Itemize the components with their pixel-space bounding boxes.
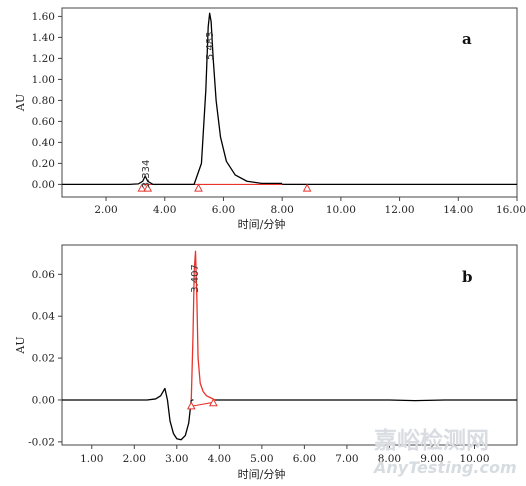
- x-tick-label: 10.00: [459, 453, 489, 465]
- chart-panel-b: -0.02 0.00 0.02 0.04 0.06 1.00 2.00 3.00 4.00 5.0…: [14, 244, 518, 481]
- y-axis-label: AU: [14, 336, 27, 354]
- y-tick-label: 1.20: [32, 53, 55, 65]
- y-tick-label: 0.00: [32, 179, 55, 191]
- integration-mark: [302, 183, 312, 192]
- y-tick-label: 0.04: [32, 311, 56, 323]
- x-tick-label: 2.00: [94, 204, 117, 216]
- y-axis-label: AU: [14, 94, 27, 112]
- x-tick-label: 1.00: [80, 453, 103, 465]
- integration-mark: [137, 183, 147, 192]
- x-axis-label: 时间/分钟: [238, 217, 286, 231]
- y-tick-label: -0.02: [28, 436, 55, 448]
- x-tick-label: 12.00: [385, 204, 415, 216]
- integration-mark: [194, 183, 203, 192]
- y-tick-label: 0.40: [32, 137, 55, 149]
- chromatogram-trace-1: [62, 12, 283, 186]
- peak-retention-label: 3.334: [141, 160, 152, 189]
- x-tick-label: 14.00: [443, 204, 473, 216]
- plot-frame: [61, 244, 518, 446]
- x-tick-label: 2.00: [123, 453, 146, 465]
- watermark-chinese: 嘉峪检测网: [374, 427, 489, 454]
- plot-frame: [61, 7, 518, 198]
- x-tick-label: 4.00: [153, 204, 176, 216]
- y-tick-label: 0.20: [32, 158, 55, 170]
- x-tick-label: 10.00: [326, 204, 356, 216]
- chromatogram-trace-1: [62, 387, 194, 441]
- panel-label: a: [462, 30, 472, 48]
- peak-retention-label: 3.407: [190, 264, 201, 293]
- y-tick-label: 0.00: [32, 394, 55, 406]
- y-tick-label: 0.60: [32, 116, 55, 128]
- x-tick-label: 7.00: [335, 453, 358, 465]
- watermark-english: AnyTesting.com: [372, 458, 517, 477]
- x-tick-label: 16.00: [496, 204, 526, 216]
- y-tick-label: 0.02: [32, 353, 55, 365]
- x-axis-label: 时间/分钟: [238, 467, 286, 481]
- x-tick-label: 8.00: [270, 204, 293, 216]
- x-tick-label: 3.00: [165, 453, 188, 465]
- x-tick-label: 9.00: [420, 453, 443, 465]
- x-tick-label: 4.00: [208, 453, 231, 465]
- chromatogram-trace-3: [215, 399, 517, 402]
- x-tick-label: 8.00: [378, 453, 401, 465]
- peak-retention-label: 5.483: [205, 31, 216, 60]
- y-tick-label: 0.80: [32, 95, 55, 107]
- y-tick-label: 0.06: [32, 269, 56, 281]
- x-tick-label: 5.00: [250, 453, 273, 465]
- y-tick-label: 1.40: [32, 32, 55, 44]
- integration-mark: [209, 398, 218, 407]
- x-tick-label: 6.00: [293, 453, 316, 465]
- panel-label: b: [462, 268, 473, 286]
- chromatogram-trace-2: [190, 250, 216, 401]
- y-tick-label: 1.00: [32, 74, 55, 86]
- x-tick-label: 6.00: [212, 204, 235, 216]
- integration-mark: [143, 183, 153, 192]
- watermark: 嘉峪检测网 AnyTesting.com: [372, 427, 517, 477]
- y-tick-label: 1.60: [32, 11, 55, 23]
- integration-mark: [186, 401, 196, 410]
- chart-panel-a: 0.00 0.20 0.40 0.60 0.80 1.00 1.20 1.40 1.60 2.00…: [14, 7, 526, 231]
